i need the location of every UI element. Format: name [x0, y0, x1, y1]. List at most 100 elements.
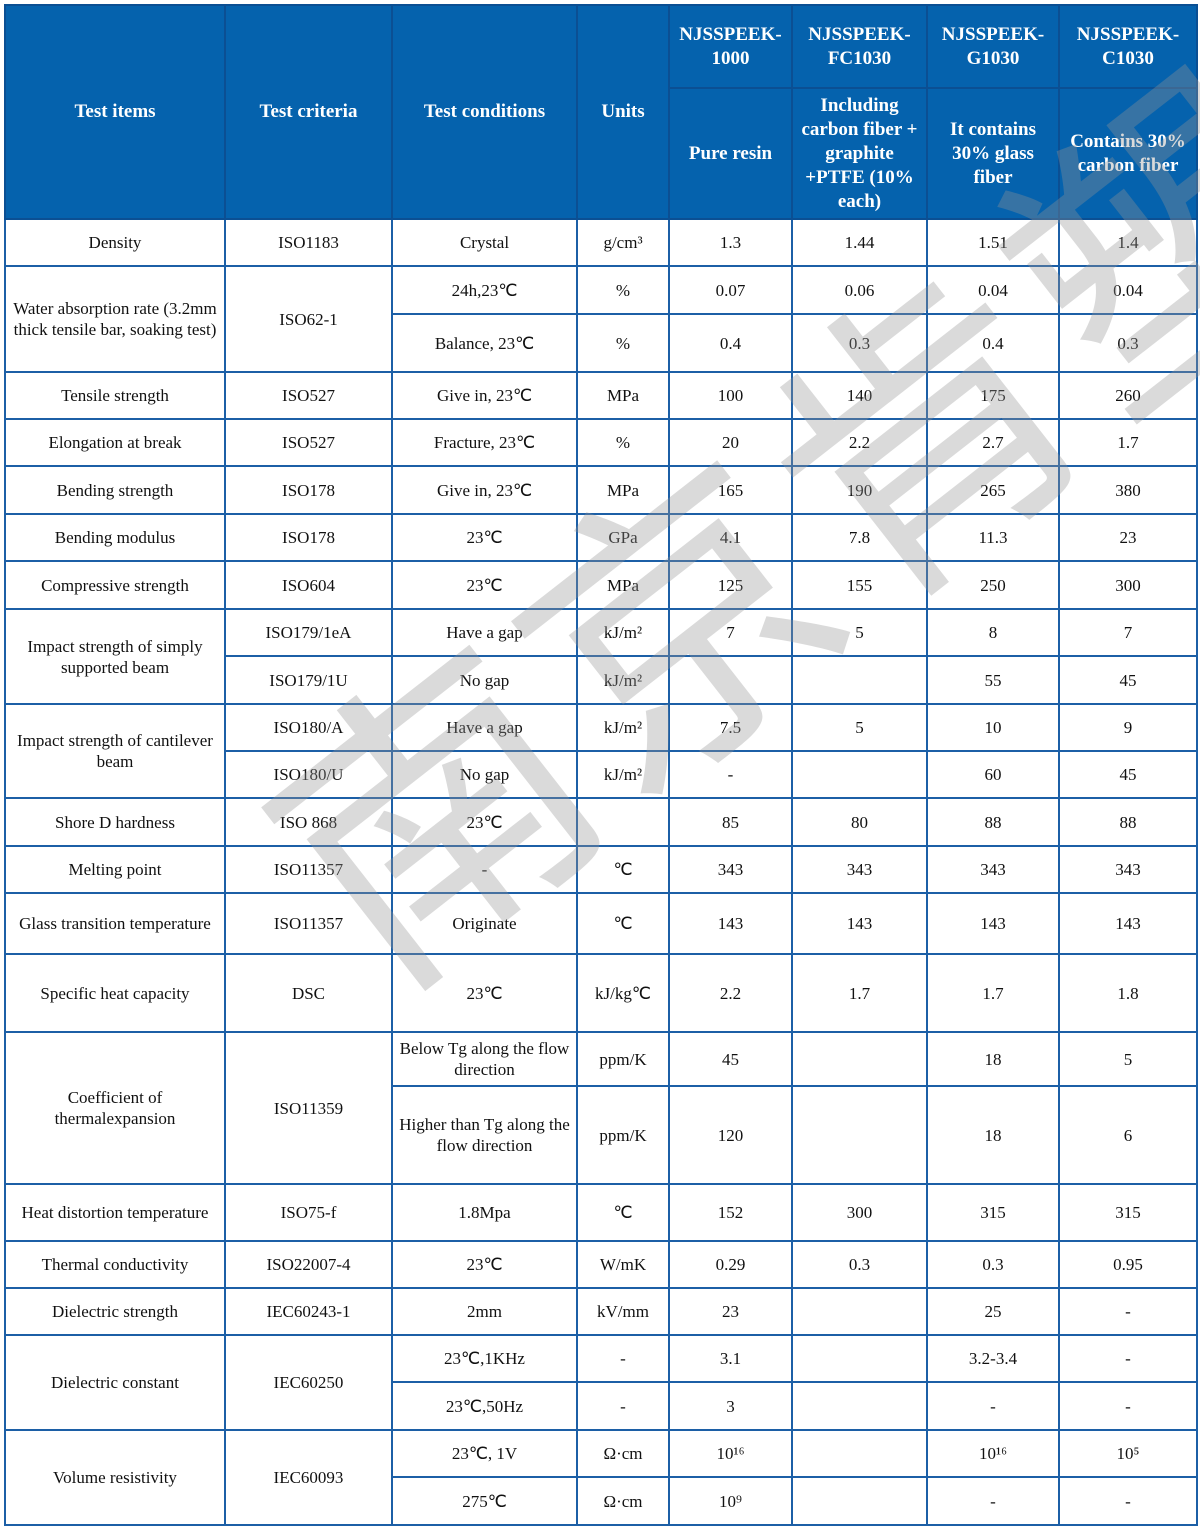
- test-criteria-cell: ISO180/A: [224, 703, 393, 752]
- value-g1030-cell: 8: [926, 608, 1060, 657]
- test-item-cell: Density: [4, 218, 226, 267]
- test-condition-cell: 23℃,1KHz: [391, 1334, 578, 1383]
- test-condition-cell: 275℃: [391, 1476, 578, 1526]
- test-criteria-cell: ISO62-1: [224, 265, 393, 373]
- value-fc1030-cell: 300: [791, 1183, 928, 1242]
- test-condition-cell: Give in, 23℃: [391, 465, 578, 515]
- test-criteria-cell: IEC60250: [224, 1334, 393, 1431]
- test-condition-cell: Have a gap: [391, 608, 578, 657]
- table-row: Specific heat capacity DSC 23℃ kJ/kg℃ 2.2 1.7…: [4, 953, 1198, 1033]
- test-item-cell: Compressive strength: [4, 560, 226, 610]
- test-criteria-cell: ISO178: [224, 513, 393, 562]
- value-fc1030-cell: 2.2: [791, 418, 928, 467]
- test-condition-cell: Give in, 23℃: [391, 371, 578, 420]
- unit-cell: Ω·cm: [576, 1476, 670, 1526]
- unit-cell: Ω·cm: [576, 1429, 670, 1478]
- test-condition-cell: 24h,23℃: [391, 265, 578, 315]
- value-c1030-cell: 6: [1058, 1085, 1198, 1185]
- value-fc1030-cell: 80: [791, 797, 928, 847]
- value-g1030-cell: 18: [926, 1085, 1060, 1185]
- value-fc1030-cell: [791, 1031, 928, 1087]
- test-item-cell: Dielectric constant: [4, 1334, 226, 1431]
- table-row: Melting point ISO11357- ℃ 343 343 343 343: [4, 845, 1198, 894]
- unit-cell: %: [576, 313, 670, 373]
- value-fc1030-cell: [791, 1429, 928, 1478]
- table-row: Glass transition temperature ISO11357 Orig…: [4, 892, 1198, 955]
- table-row: Impact strength of cantilever beam ISO180…: [4, 703, 1198, 799]
- value-g1030-cell: 3.2-3.4: [926, 1334, 1060, 1383]
- value-c1030-cell: 0.3: [1058, 313, 1198, 373]
- value-fc1030-cell: [791, 655, 928, 705]
- table-row: Bending modulus ISO178 23℃ GPa 4.1 7.8 11.3 23: [4, 513, 1198, 562]
- table-row: 275℃ Ω·cm 10⁹ - -: [5, 1476, 1198, 1526]
- unit-cell: kJ/m²: [576, 608, 670, 657]
- table-row: Balance, 23℃% 0.4 0.3 0.4 0.3: [5, 313, 1198, 373]
- value-g1030-cell: 0.04: [926, 265, 1060, 315]
- value-g1030-cell: 0.3: [926, 1240, 1060, 1289]
- value-fc1030-cell: [791, 1287, 928, 1336]
- value-c1030-cell: 143: [1058, 892, 1198, 955]
- value-g1030-cell: 18: [926, 1031, 1060, 1087]
- unit-cell: %: [576, 265, 670, 315]
- value-g1030-cell: 315: [926, 1183, 1060, 1242]
- unit-cell: g/cm³: [576, 218, 670, 267]
- table-row: Density ISO1183 Crystal g/cm³ 1.3 1.44 1.51 1.4: [4, 218, 1198, 267]
- test-condition-cell: 23℃: [391, 953, 578, 1033]
- test-item-cell: Glass transition temperature: [4, 892, 226, 955]
- value-g1030-cell: 1.7: [926, 953, 1060, 1033]
- test-item-cell: Impact strength of cantilever beam: [4, 703, 226, 799]
- value-fc1030-cell: [791, 1085, 928, 1185]
- test-condition-cell: Balance, 23℃: [391, 313, 578, 373]
- test-item-cell: Heat distortion temperature: [4, 1183, 226, 1242]
- value-1000-cell: 10¹⁶: [668, 1429, 793, 1478]
- value-g1030-cell: 143: [926, 892, 1060, 955]
- product-description-header: Including carbon fiber + graphite +PTFE …: [791, 87, 928, 220]
- test-criteria-cell: IEC60093: [224, 1429, 393, 1526]
- value-1000-cell: 45: [668, 1031, 793, 1087]
- test-item-cell: Elongation at break: [4, 418, 226, 467]
- test-criteria-cell: ISO75-f: [224, 1183, 393, 1242]
- properties-table: Test items Test criteria Test conditions Un…: [4, 4, 1198, 1526]
- test-condition-cell: 23℃, 1V: [391, 1429, 578, 1478]
- header-row: Pure resin Including carbon fiber + graph…: [5, 87, 1198, 220]
- value-1000-cell: 7.5: [668, 703, 793, 752]
- value-c1030-cell: 1.8: [1058, 953, 1198, 1033]
- unit-cell: -: [576, 1334, 670, 1383]
- table-row: Heat distortion temperature ISO75-f 1.8Mpa…: [4, 1183, 1198, 1242]
- table-row: 23℃,50Hz -3- -: [5, 1381, 1198, 1431]
- value-c1030-cell: -: [1058, 1334, 1198, 1383]
- test-item-cell: Water absorption rate (3.2mm thick tensi…: [4, 265, 226, 373]
- value-c1030-cell: 260: [1058, 371, 1198, 420]
- value-c1030-cell: 5: [1058, 1031, 1198, 1087]
- value-g1030-cell: 55: [926, 655, 1060, 705]
- value-1000-cell: -: [668, 750, 793, 799]
- value-1000-cell: 23: [668, 1287, 793, 1336]
- test-condition-cell: No gap: [391, 655, 578, 705]
- test-item-cell: Thermal conductivity: [4, 1240, 226, 1289]
- column-header: Test items: [4, 4, 226, 220]
- value-1000-cell: 125: [668, 560, 793, 610]
- value-1000-cell: 3.1: [668, 1334, 793, 1383]
- value-c1030-cell: 315: [1058, 1183, 1198, 1242]
- test-criteria-cell: IEC60243-1: [224, 1287, 393, 1336]
- test-criteria-cell: DSC: [224, 953, 393, 1033]
- value-fc1030-cell: 1.44: [791, 218, 928, 267]
- value-fc1030-cell: [791, 1476, 928, 1526]
- unit-cell: kJ/kg℃: [576, 953, 670, 1033]
- value-1000-cell: 85: [668, 797, 793, 847]
- table-row: Elongation at break ISO527 Fracture, 23℃% 2…: [4, 418, 1198, 467]
- table-row: Shore D hardness ISO 868 23℃ 85 80 88 88: [4, 797, 1198, 847]
- value-c1030-cell: 9: [1058, 703, 1198, 752]
- value-g1030-cell: 343: [926, 845, 1060, 894]
- value-1000-cell: 343: [668, 845, 793, 894]
- value-1000-cell: 0.4: [668, 313, 793, 373]
- test-condition-cell: Crystal: [391, 218, 578, 267]
- value-fc1030-cell: [791, 1334, 928, 1383]
- value-fc1030-cell: 0.06: [791, 265, 928, 315]
- test-criteria-cell: ISO11359: [224, 1031, 393, 1185]
- test-item-cell: Specific heat capacity: [4, 953, 226, 1033]
- test-item-cell: Tensile strength: [4, 371, 226, 420]
- test-criteria-cell: ISO1183: [224, 218, 393, 267]
- product-description-header: Contains 30% carbon fiber: [1058, 87, 1198, 220]
- unit-cell: kV/mm: [576, 1287, 670, 1336]
